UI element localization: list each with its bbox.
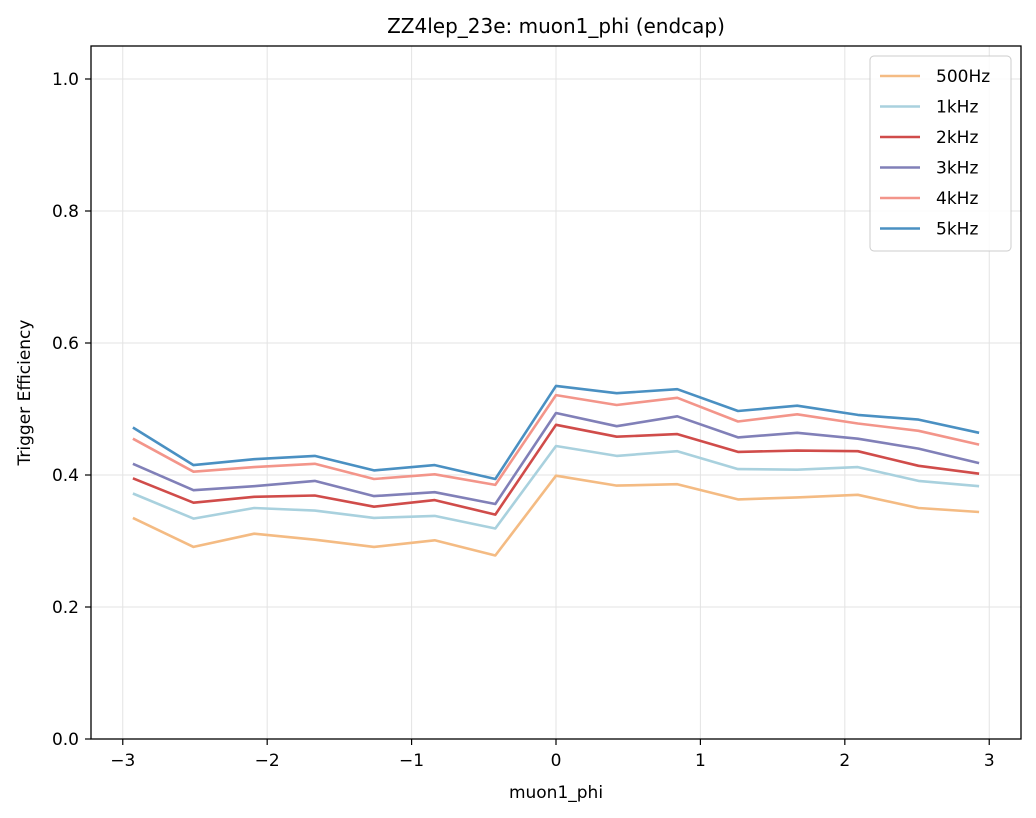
y-tick-label: 1.0 [52,70,79,90]
x-axis-title: muon1_phi [509,783,603,803]
x-tick-label: −3 [110,751,135,771]
grid [91,46,1021,740]
y-axis-title: Trigger Efficiency [15,320,35,467]
x-tick-label: 3 [984,751,995,771]
y-tick-label: 0.8 [52,202,79,222]
legend: 500Hz 1kHz 2kHz 3kHz 4kHz 5kHz [869,55,1012,252]
y-tick-label: 0.6 [52,334,79,354]
legend-label: 2kHz [936,128,978,148]
series-layer [132,384,980,557]
x-tick-label: −1 [399,751,424,771]
series-line-5khz [132,384,980,481]
x-tick-label: 1 [695,751,706,771]
legend-label: 5kHz [936,220,978,240]
y-tick-label: 0.0 [52,730,79,750]
legend-label: 4kHz [936,189,978,209]
series-line-500hz [132,474,980,557]
x-tick-label: −2 [255,751,280,771]
series-line-1khz [132,444,980,530]
series-line-3khz [132,411,980,506]
x-tick-label: 0 [551,751,562,771]
x-tick-label: 2 [839,751,850,771]
chart-title: ZZ4lep_23e: muon1_phi (endcap) [387,14,725,38]
legend-label: 1kHz [936,98,978,118]
legend-label: 3kHz [936,159,978,179]
ticks: −3 −2 −1 0 1 2 3 0.0 0.2 0.4 0.6 0.8 1.0 [52,70,995,771]
legend-label: 500Hz [936,67,990,87]
y-tick-label: 0.2 [52,598,79,618]
legend-box [869,55,1012,252]
series-line-4khz [132,393,980,487]
y-tick-label: 0.4 [52,466,79,486]
series-line-2khz [132,423,980,516]
